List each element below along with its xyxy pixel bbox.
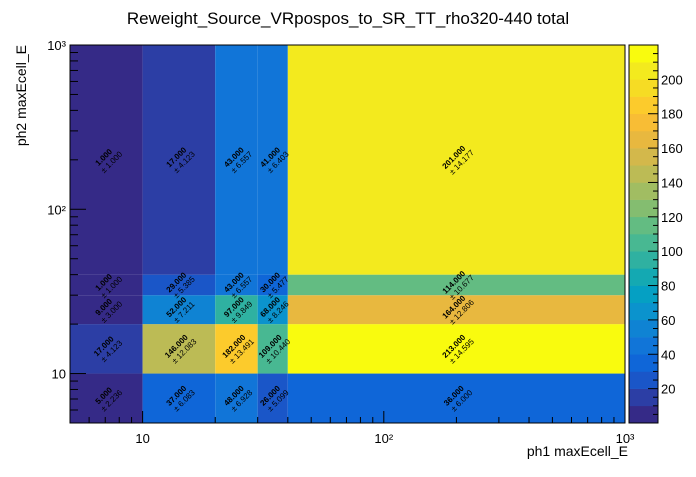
y-axis: 10 10² 10³ xyxy=(47,38,86,424)
plot-frame xyxy=(69,44,626,424)
cell-label-group: 43.000± 6.557 xyxy=(222,270,255,300)
x-axis: 10 10² 10³ xyxy=(69,411,635,446)
x-tick-label: 10² xyxy=(374,431,393,446)
x-tick-label: 10 xyxy=(135,431,149,446)
colorbar-swatch xyxy=(629,337,658,355)
heatmap-cell xyxy=(70,324,143,374)
heatmap-cells xyxy=(70,45,625,423)
heatmap-cell xyxy=(215,274,258,296)
y-axis-label: ph2 maxEcell_E xyxy=(13,45,29,146)
colorbar-swatch xyxy=(629,319,658,338)
colorbar: 20 40 60 80 100 120 140 160 180 200 xyxy=(628,44,683,424)
colorbar-tick-label: 60 xyxy=(661,313,675,328)
colorbar-tick-label: 160 xyxy=(661,141,683,156)
heatmap-cell xyxy=(142,274,216,296)
heatmap-cell xyxy=(215,295,258,325)
heatmap-cell xyxy=(142,45,216,275)
y-tick-label: 10² xyxy=(47,202,66,217)
colorbar-swatch xyxy=(629,79,658,97)
heatmap-cell xyxy=(287,45,625,275)
colorbar-swatch xyxy=(629,251,658,269)
heatmap-cell xyxy=(257,295,288,325)
heatmap-cell xyxy=(215,45,258,275)
heatmap-cell xyxy=(142,324,216,374)
colorbar-swatch xyxy=(629,165,658,183)
colorbar-swatch xyxy=(629,199,658,218)
colorbar-swatch xyxy=(629,96,658,115)
colorbar-swatch xyxy=(629,113,658,132)
heatmap-cell xyxy=(257,373,288,423)
x-axis-label: ph1 maxEcell_E xyxy=(527,443,628,459)
colorbar-swatch xyxy=(629,234,658,252)
heatmap-cell xyxy=(70,45,143,275)
chart-title: Reweight_Source_VRpospos_to_SR_TT_rho320… xyxy=(127,9,569,28)
heatmap-cell xyxy=(142,295,216,325)
heatmap-cell xyxy=(215,373,258,423)
heatmap-cell xyxy=(70,295,143,325)
colorbar-swatch xyxy=(629,130,658,149)
colorbar-tick-label: 180 xyxy=(661,107,683,122)
colorbar-swatch xyxy=(629,388,658,407)
colorbar-swatch xyxy=(629,62,658,80)
heatmap-cell xyxy=(287,373,625,423)
colorbar-tick-label: 100 xyxy=(661,244,683,259)
heatmap-cell xyxy=(142,373,216,423)
colorbar-swatch xyxy=(629,216,658,235)
colorbar-swatch xyxy=(629,182,658,200)
colorbar-swatch xyxy=(629,371,658,389)
heatmap-cell xyxy=(257,45,288,275)
colorbar-tick-label: 200 xyxy=(661,72,683,87)
heatmap-cell xyxy=(257,274,288,296)
heatmap-cell xyxy=(287,324,625,374)
colorbar-swatch xyxy=(629,148,658,166)
heatmap-cell xyxy=(215,324,258,374)
heatmap-cell xyxy=(70,373,143,423)
y-tick-label: 10 xyxy=(52,367,66,382)
colorbar-swatch xyxy=(629,354,658,372)
colorbar-swatch xyxy=(629,45,658,63)
y-tick-label: 10³ xyxy=(47,38,66,53)
x-tick-label: 10³ xyxy=(616,431,635,446)
colorbar-tick-label: 140 xyxy=(661,175,683,190)
heatmap-cell xyxy=(70,274,143,296)
colorbar-tick-label: 20 xyxy=(661,382,675,397)
colorbar-swatch xyxy=(629,302,658,321)
colorbar-tick-label: 40 xyxy=(661,347,675,362)
colorbar-swatch xyxy=(629,285,658,304)
heatmap-cell xyxy=(287,274,625,296)
heatmap-cell xyxy=(287,295,625,325)
heatmap-cell xyxy=(257,324,288,374)
colorbar-swatch xyxy=(629,268,658,286)
colorbar-tick-label: 120 xyxy=(661,210,683,225)
colorbar-swatch xyxy=(629,405,658,424)
colorbar-tick-label: 80 xyxy=(661,279,675,294)
